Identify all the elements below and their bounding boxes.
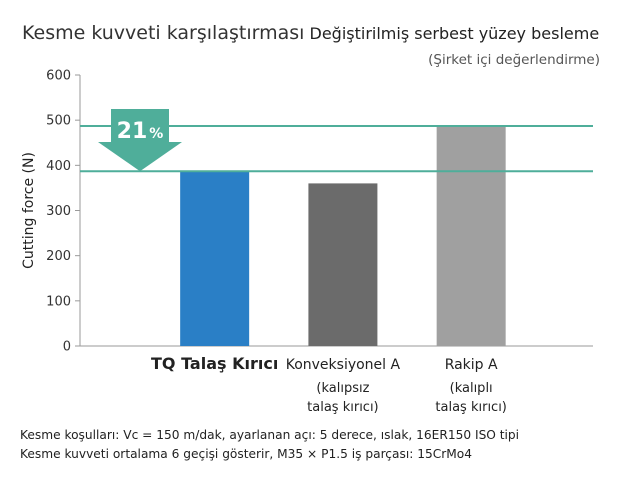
y-tick-label: 100 bbox=[46, 294, 71, 309]
bar-chart: 0 100 200 300 400 500 600 Cutting force (N) TQ T… bbox=[21, 69, 593, 415]
category-label-1: TQ Talaş Kırıcı bbox=[151, 354, 278, 373]
chart-subtitle: Değiştirilmiş serbest yüzey besleme bbox=[309, 24, 600, 43]
y-tick-label: 600 bbox=[46, 69, 71, 84]
bar-3 bbox=[436, 125, 506, 346]
category-sublabel-3: talaş kırıcı) bbox=[435, 400, 506, 415]
category-sublabel-2: talaş kırıcı) bbox=[307, 400, 378, 415]
chart-title: Kesme kuvveti karşılaştırması bbox=[22, 22, 305, 44]
chart-title-row: Kesme kuvveti karşılaştırması Değiştiril… bbox=[22, 22, 602, 44]
footnote-conditions: Kesme koşulları: Vc = 150 m/dak, ayarlan… bbox=[20, 428, 520, 442]
y-tick-label: 0 bbox=[63, 340, 71, 355]
footnotes: Kesme koşulları: Vc = 150 m/dak, ayarlan… bbox=[20, 426, 519, 464]
y-tick-label: 400 bbox=[46, 159, 71, 174]
y-tick-label: 200 bbox=[46, 249, 71, 264]
category-label-2: Konveksiyonel A bbox=[286, 357, 401, 373]
bar-2 bbox=[308, 183, 378, 346]
category-label-3: Rakip A bbox=[445, 357, 498, 373]
y-axis-label: Cutting force (N) bbox=[21, 152, 37, 269]
category-sublabel-2: (kalıpsız bbox=[316, 381, 369, 396]
category-sublabel-3: (kalıplı bbox=[450, 381, 493, 396]
reduction-label: 21% bbox=[117, 119, 164, 144]
bar-1 bbox=[180, 171, 250, 346]
y-tick-label: 300 bbox=[46, 204, 71, 219]
footnote-average: Kesme kuvveti ortalama 6 geçişi gösterir… bbox=[20, 447, 472, 461]
chart-note: (Şirket içi değerlendirme) bbox=[428, 52, 600, 68]
y-tick-label: 500 bbox=[46, 114, 71, 129]
reduction-arrow bbox=[98, 109, 182, 172]
